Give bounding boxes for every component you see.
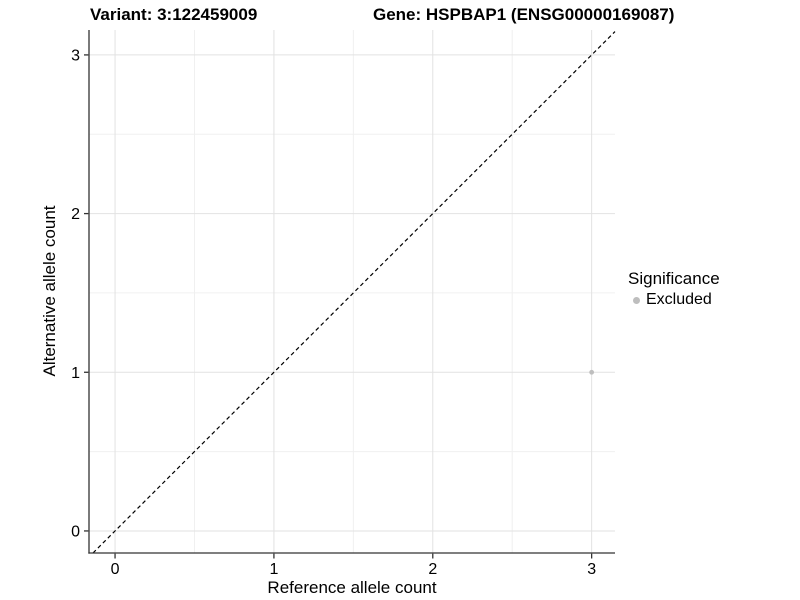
svg-text:2: 2 bbox=[71, 206, 80, 223]
legend: Significance Excluded bbox=[628, 269, 720, 309]
legend-key-dot-icon bbox=[633, 296, 640, 304]
svg-text:0: 0 bbox=[71, 523, 80, 540]
svg-text:1: 1 bbox=[71, 365, 80, 382]
identity-line bbox=[92, 31, 616, 554]
data-point bbox=[589, 369, 595, 375]
svg-text:3: 3 bbox=[587, 561, 596, 578]
data-points bbox=[589, 369, 595, 375]
svg-text:3: 3 bbox=[71, 47, 80, 64]
tick-marks bbox=[84, 54, 593, 559]
axis-lines bbox=[88, 30, 615, 554]
variant-title: Variant: 3:122459009 bbox=[90, 5, 258, 24]
y-axis-title: Alternative allele count bbox=[40, 205, 59, 377]
gridlines-minor bbox=[89, 30, 615, 553]
tick-labels: 0 1 2 3 0 1 2 3 bbox=[71, 47, 596, 578]
legend-item-excluded: Excluded bbox=[628, 291, 720, 309]
legend-item-label: Excluded bbox=[646, 291, 712, 308]
svg-text:2: 2 bbox=[428, 561, 437, 578]
svg-text:1: 1 bbox=[269, 561, 278, 578]
svg-text:0: 0 bbox=[111, 561, 120, 578]
gene-title: Gene: HSPBAP1 (ENSG00000169087) bbox=[373, 5, 675, 24]
gridlines-major bbox=[89, 30, 615, 553]
x-axis-title: Reference allele count bbox=[267, 578, 437, 597]
legend-title: Significance bbox=[628, 269, 720, 288]
